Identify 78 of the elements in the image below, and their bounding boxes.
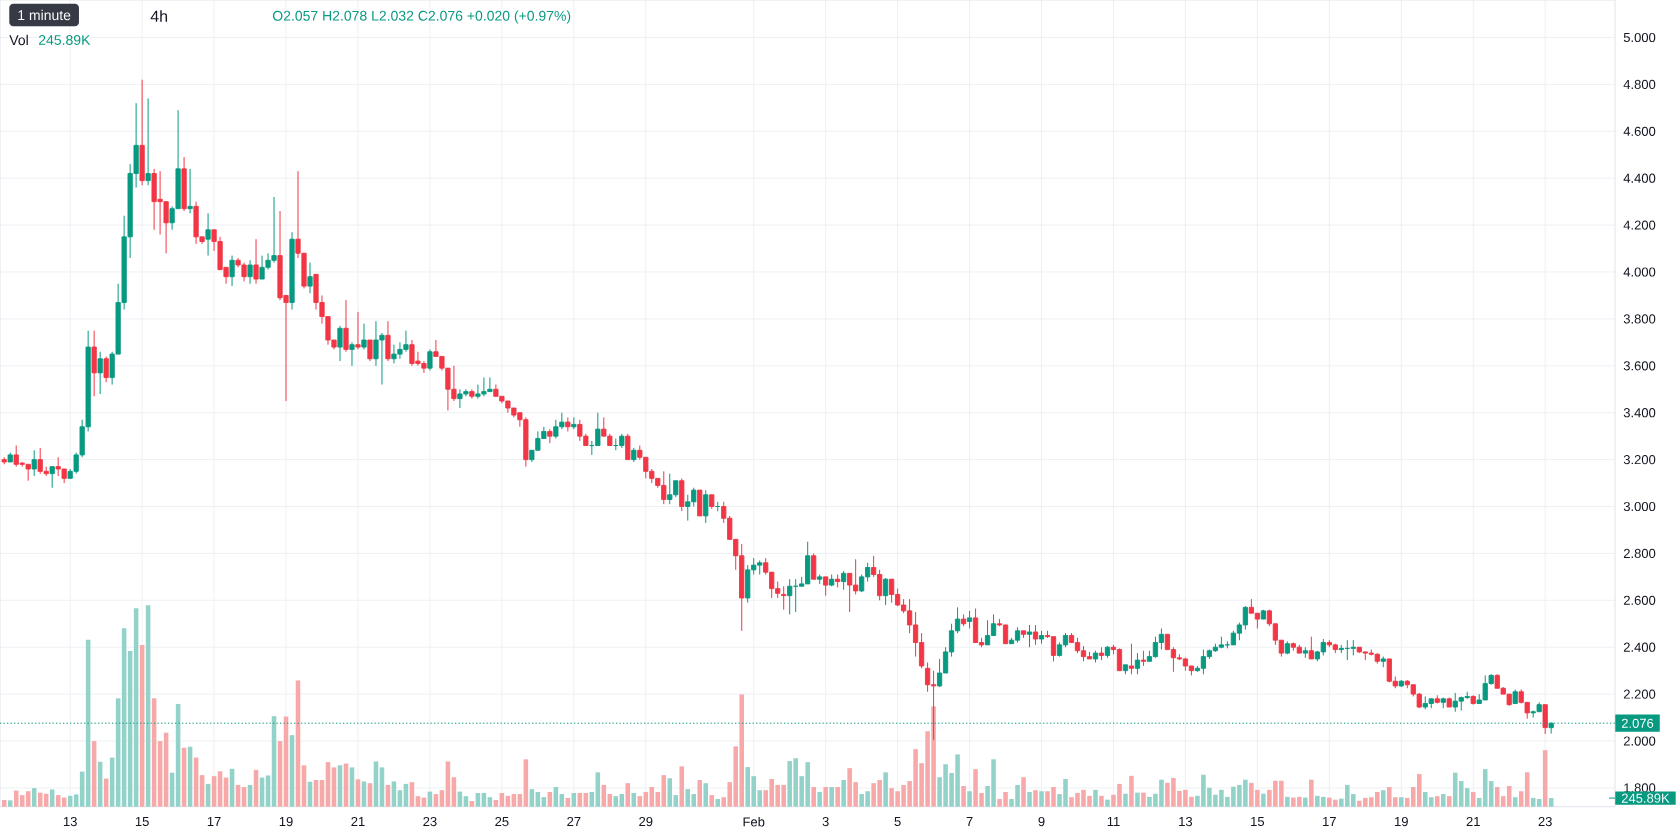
annotation: Vol — [9, 34, 28, 46]
y-tick-label: 3.000 — [1623, 501, 1656, 512]
x-tick-label: 25 — [495, 816, 509, 827]
y-tick-label: 3.600 — [1623, 361, 1656, 371]
x-tick-label: 17 — [207, 816, 221, 826]
candlestick — [187, 168, 193, 214]
candlestick — [307, 262, 313, 294]
candlestick — [823, 576, 829, 597]
y-tick-label: 2.600 — [1623, 595, 1656, 605]
candlestick — [427, 348, 433, 371]
y-tick-label: 2.000 — [1623, 736, 1656, 746]
x-tick-label: 29 — [639, 816, 653, 827]
candlestick — [361, 323, 367, 350]
candlestick — [385, 320, 391, 362]
y-tick-label: 4.200 — [1623, 220, 1656, 230]
candlestick — [811, 552, 817, 580]
candlestick — [103, 355, 109, 383]
candlestick — [1026, 624, 1033, 648]
candlestick — [253, 238, 259, 285]
x-tick-label: 27 — [567, 816, 581, 827]
x-tick-label: 19 — [279, 816, 293, 827]
x-tick-label: 9 — [1038, 816, 1045, 827]
candlestick — [355, 311, 361, 350]
text: 245.89K — [38, 35, 91, 45]
x-tick-label: 15 — [135, 816, 149, 827]
x-tick-label: 13 — [63, 816, 77, 827]
y2-tick-label: 245.89K — [1621, 793, 1670, 803]
x-tick-label: 3 — [822, 816, 829, 827]
x-tick-label: 23 — [1538, 816, 1552, 827]
candlestick — [49, 466, 55, 489]
x-tick-label: 21 — [1466, 816, 1480, 827]
y-tick-label: 4.400 — [1623, 173, 1656, 183]
candlestick — [31, 449, 37, 477]
y-tick-label: 4.000 — [1623, 267, 1656, 277]
x-tick-label: 15 — [1251, 816, 1265, 827]
x-tick-label: 7 — [966, 816, 973, 826]
candlestick — [367, 339, 373, 362]
candlestick — [343, 299, 349, 353]
candlestick — [841, 570, 847, 591]
candlestick — [229, 255, 235, 287]
text: O2.057 H2.078 L2.032 C2.076 +0.020 (+0.97%) — [272, 10, 571, 24]
x-tick-label: 5 — [894, 816, 901, 827]
candlestick — [1542, 704, 1548, 735]
x-tick-label: 21 — [351, 816, 365, 827]
x-tick-label: Feb — [743, 816, 765, 827]
candlestick — [349, 341, 355, 367]
y-tick-label: 4.600 — [1623, 126, 1656, 136]
y-tick-label: 3.200 — [1623, 455, 1656, 465]
x-tick-label: 13 — [1179, 816, 1193, 827]
chart-title: 4h — [150, 10, 168, 22]
y-tick-label: 3.800 — [1623, 314, 1656, 324]
ref-line-label: 2.076 — [1621, 718, 1654, 728]
y-tick-label: 2.200 — [1623, 689, 1656, 699]
candlestick — [1134, 652, 1141, 675]
candlestick — [1308, 636, 1314, 660]
candlestick — [97, 351, 103, 395]
y-tick-label: 1.800 — [1624, 783, 1656, 793]
candlestick — [1128, 643, 1135, 675]
y-tick-label: 3.400 — [1623, 408, 1656, 418]
candlestick — [145, 97, 151, 186]
candlestick — [883, 577, 889, 606]
candlestick — [703, 489, 709, 524]
y-tick-label: 2.400 — [1623, 642, 1656, 652]
candlestick — [625, 433, 631, 461]
y-tick-label: 2.800 — [1623, 548, 1656, 559]
y-tick-label: 4.800 — [1623, 79, 1656, 90]
candlestick — [1032, 624, 1039, 646]
x-tick-label: 23 — [423, 816, 437, 827]
x-tick-label: 17 — [1323, 816, 1336, 826]
candlestick — [247, 259, 253, 285]
x-tick-label: 19 — [1395, 816, 1408, 827]
y-tick-label: 5.000 — [1623, 32, 1656, 43]
x-tick-label: 11 — [1107, 816, 1120, 826]
candlestick — [337, 325, 343, 362]
candlestick — [205, 212, 211, 257]
candlestick — [787, 578, 793, 615]
annotation: 1 minute — [18, 9, 71, 21]
candlestick — [781, 585, 787, 611]
